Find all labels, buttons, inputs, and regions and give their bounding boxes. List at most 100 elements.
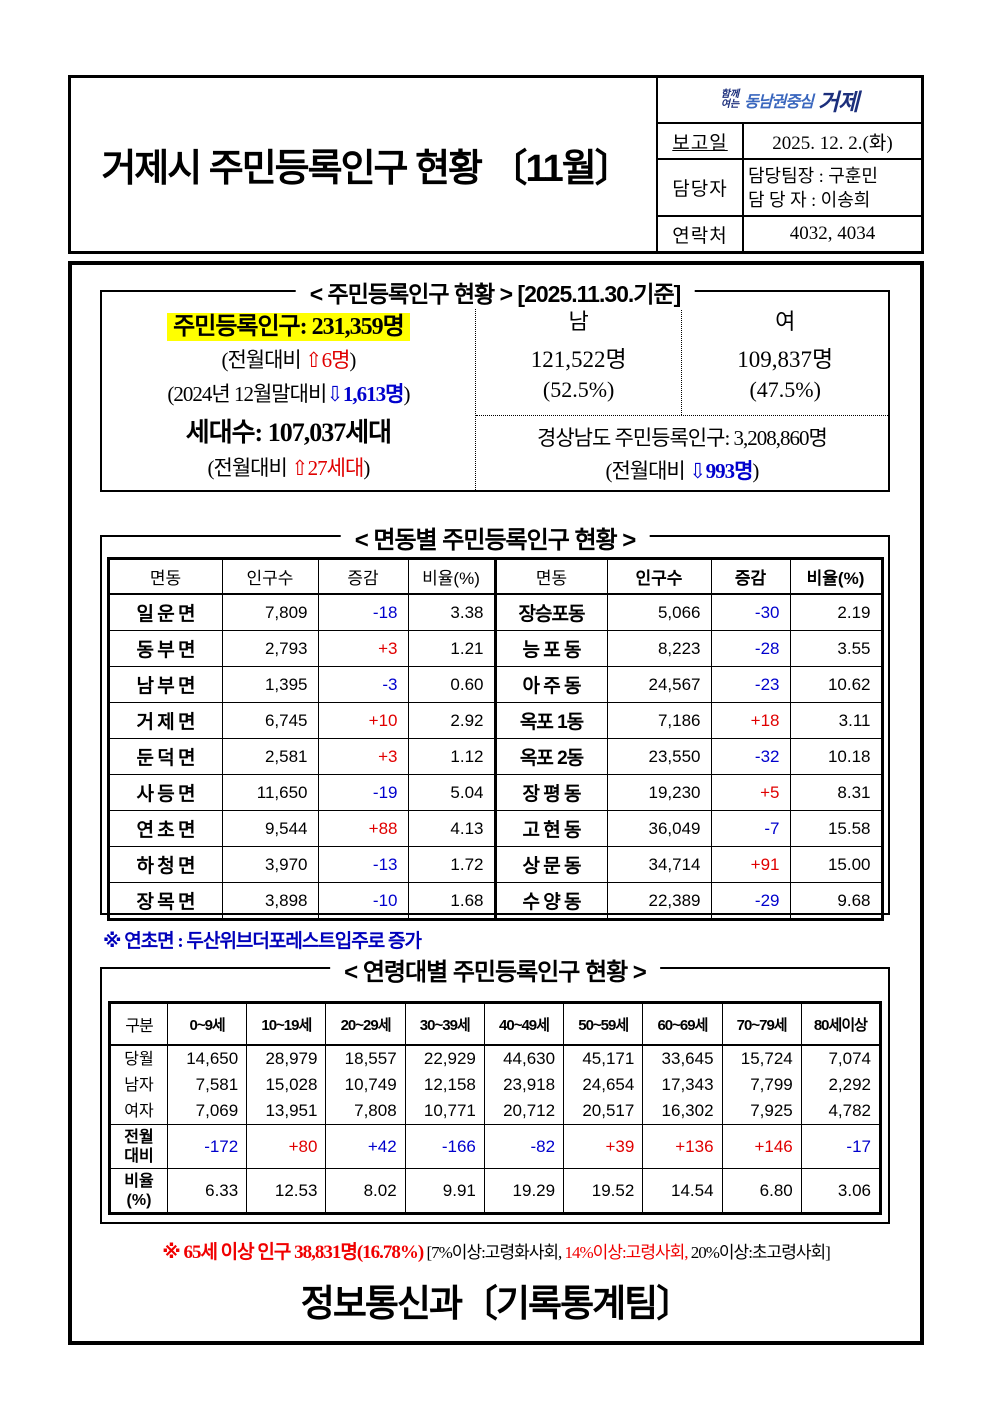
age-group-header: 10~19세 xyxy=(246,1002,327,1046)
district-ratio: 0.60 xyxy=(407,666,496,703)
age-female-row-value: 10,771 xyxy=(404,1098,485,1125)
summary-left-pane: 주민등록인구: 231,359명 (전월대비 ⇧6명) (2024년 12월말대… xyxy=(102,292,475,490)
age-mom-row-value: +146 xyxy=(721,1124,802,1169)
district-change: -13 xyxy=(317,846,409,883)
contact-label: 연락처 xyxy=(658,217,744,251)
age-current-row-value: 45,171 xyxy=(563,1045,644,1072)
age-female-row-value: 7,069 xyxy=(166,1098,248,1125)
female-value: 109,837명 xyxy=(737,346,834,372)
age-mom-row-value: -82 xyxy=(483,1124,565,1169)
district-note: ※ 연초면 : 두산위브더포레스트입주로 증가 xyxy=(103,931,422,952)
manager-value: 담당팀장 : 구훈민 담 당 자 : 이송희 xyxy=(744,160,921,215)
district-population: 34,714 xyxy=(606,846,712,883)
age-mom-row-value: +39 xyxy=(563,1124,644,1169)
age-mom-row-value: +42 xyxy=(325,1124,406,1169)
district-ratio: 1.68 xyxy=(407,882,496,920)
district-row: 연 초 면 9,544 +88 4.13 고 현 동 36,049 -7 15.58 xyxy=(107,810,883,847)
district-section: < 면동별 주민등록인구 현황 > 면동 인구수 증감 비율(%) 면동 인구수 증감 비율(… xyxy=(100,520,890,921)
households-mom-change: (전월대비 ⇧27세대) xyxy=(207,456,371,481)
households-mom-value: ⇧27세대 xyxy=(291,456,364,481)
district-name: 능 포 동 xyxy=(493,630,608,667)
report-date-value: 2025. 12. 2.(화) xyxy=(772,132,893,154)
age-current-row-value: 44,630 xyxy=(483,1045,565,1072)
district-ratio: 1.21 xyxy=(407,630,496,667)
age-table-body: 당월 14,650 28,979 18,557 22,929 44,630 45,171 33… xyxy=(109,1045,882,1214)
age-group-header: 50~59세 xyxy=(563,1002,644,1046)
district-population: 1,395 xyxy=(221,666,319,703)
age-section: < 연령대별 주민등록인구 현황 > 구분 0~9세 10~19세 20~29세 30… xyxy=(100,952,890,1224)
female-percent: (47.5%) xyxy=(749,377,821,403)
district-change: -29 xyxy=(710,882,791,920)
age-current-row-value: 33,645 xyxy=(642,1045,723,1072)
district-name: 아 주 동 xyxy=(493,666,608,703)
district-col-header: 인구수 xyxy=(221,558,319,595)
district-ratio: 1.12 xyxy=(407,738,496,775)
manager-label: 담당자 xyxy=(658,160,744,215)
elderly-note-red: ※ 65세 이상 인구 38,831명(16.78%) xyxy=(162,1242,424,1263)
district-ratio: 8.31 xyxy=(789,774,883,811)
district-name: 남 부 면 xyxy=(107,666,223,703)
district-section-title: < 면동별 주민등록인구 현황 > xyxy=(340,520,650,555)
district-col-header: 면동 xyxy=(107,558,223,595)
age-ratio-row-value: 6.33 xyxy=(166,1168,248,1214)
district-change: +3 xyxy=(317,738,409,775)
age-current-row-value: 7,074 xyxy=(800,1045,882,1072)
district-name: 수 양 동 xyxy=(493,882,608,920)
district-ratio: 15.58 xyxy=(789,810,883,847)
district-population: 9,544 xyxy=(221,810,319,847)
manager-line1: 담당팀장 : 구훈민 xyxy=(748,165,878,186)
age-mom-row-value: -166 xyxy=(404,1124,485,1169)
header-box: 거제시 주민등록인구 현황 〔11월〕 함께 여는 동남권중심 거제 보고일 20… xyxy=(68,75,924,254)
district-change: -18 xyxy=(317,593,409,631)
age-mom-row-value: +80 xyxy=(246,1124,327,1169)
district-change: -7 xyxy=(710,810,791,847)
age-male-row-value: 17,343 xyxy=(642,1072,723,1098)
male-value: 121,522명 xyxy=(530,346,627,372)
province-population-line: 경상남도 주민등록인구: 3,208,860명 xyxy=(537,425,828,450)
elderly-note: ※ 65세 이상 인구 38,831명(16.78%) [7%이상:고령화사회,… xyxy=(162,1242,831,1263)
age-mom-row: 전월 대비 -172 +80 +42 -166 -82 +39 +136 +146 -17 xyxy=(109,1124,882,1169)
age-female-row-value: 7,925 xyxy=(721,1098,802,1125)
age-group-header: 30~39세 xyxy=(404,1002,485,1046)
age-mom-row-label: 전월 대비 xyxy=(109,1124,168,1169)
age-ratio-row: 비율 (%) 6.33 12.53 8.02 9.91 19.29 19.52 14.54 6.… xyxy=(109,1168,882,1214)
district-name: 사 등 면 xyxy=(107,774,223,811)
population-total-highlight: 주민등록인구: 231,359명 xyxy=(167,312,410,341)
age-male-row-value: 15,028 xyxy=(246,1072,327,1098)
male-label: 남 xyxy=(568,308,589,334)
province-mom-change: (전월대비 ⇩993명) xyxy=(605,458,759,483)
age-ratio-row-value: 8.02 xyxy=(325,1168,406,1214)
district-header-row: 면동 인구수 증감 비율(%) 면동 인구수 증감 비율(%) xyxy=(107,558,883,595)
age-male-row-value: 23,918 xyxy=(483,1072,565,1098)
district-change: -30 xyxy=(710,593,791,631)
logo-text-city: 거제 xyxy=(817,89,859,115)
age-male-row-value: 24,654 xyxy=(563,1072,644,1098)
district-name: 거 제 면 xyxy=(107,702,223,739)
age-female-row-value: 20,517 xyxy=(563,1098,644,1125)
district-row: 일 운 면 7,809 -18 3.38 장승포동 5,066 -30 2.19 xyxy=(107,593,883,631)
district-ratio: 9.68 xyxy=(789,882,883,920)
female-column: 여 109,837명 (47.5%) xyxy=(681,292,888,415)
age-group-header: 40~49세 xyxy=(483,1002,565,1046)
province-mom-value: ⇩993명 xyxy=(688,458,753,483)
male-percent: (52.5%) xyxy=(542,377,615,403)
district-name: 장 목 면 xyxy=(107,882,223,920)
district-population: 2,793 xyxy=(221,630,319,667)
age-group-header: 0~9세 xyxy=(166,1002,248,1046)
district-ratio: 15.00 xyxy=(789,846,883,883)
district-population: 11,650 xyxy=(221,774,319,811)
district-population: 22,389 xyxy=(606,882,712,920)
district-row: 둔 덕 면 2,581 +3 1.12 옥포 2동 23,550 -32 10.18 xyxy=(107,738,883,775)
district-population: 19,230 xyxy=(606,774,712,811)
report-date-row: 보고일 2025. 12. 2.(화) xyxy=(658,124,921,160)
age-group-header: 70~79세 xyxy=(721,1002,802,1046)
age-ratio-row-value: 6.80 xyxy=(721,1168,802,1214)
district-row: 하 청 면 3,970 -13 1.72 상 문 동 34,714 +91 15.00 xyxy=(107,846,883,883)
district-change: -19 xyxy=(317,774,409,811)
district-name: 동 부 면 xyxy=(107,630,223,667)
age-female-row-value: 20,712 xyxy=(483,1098,565,1125)
district-population: 7,809 xyxy=(221,593,319,631)
district-name: 연 초 면 xyxy=(107,810,223,847)
district-population: 23,550 xyxy=(606,738,712,775)
population-ytd-change: (2024년 12월말대비⇩1,613명) xyxy=(167,381,410,406)
